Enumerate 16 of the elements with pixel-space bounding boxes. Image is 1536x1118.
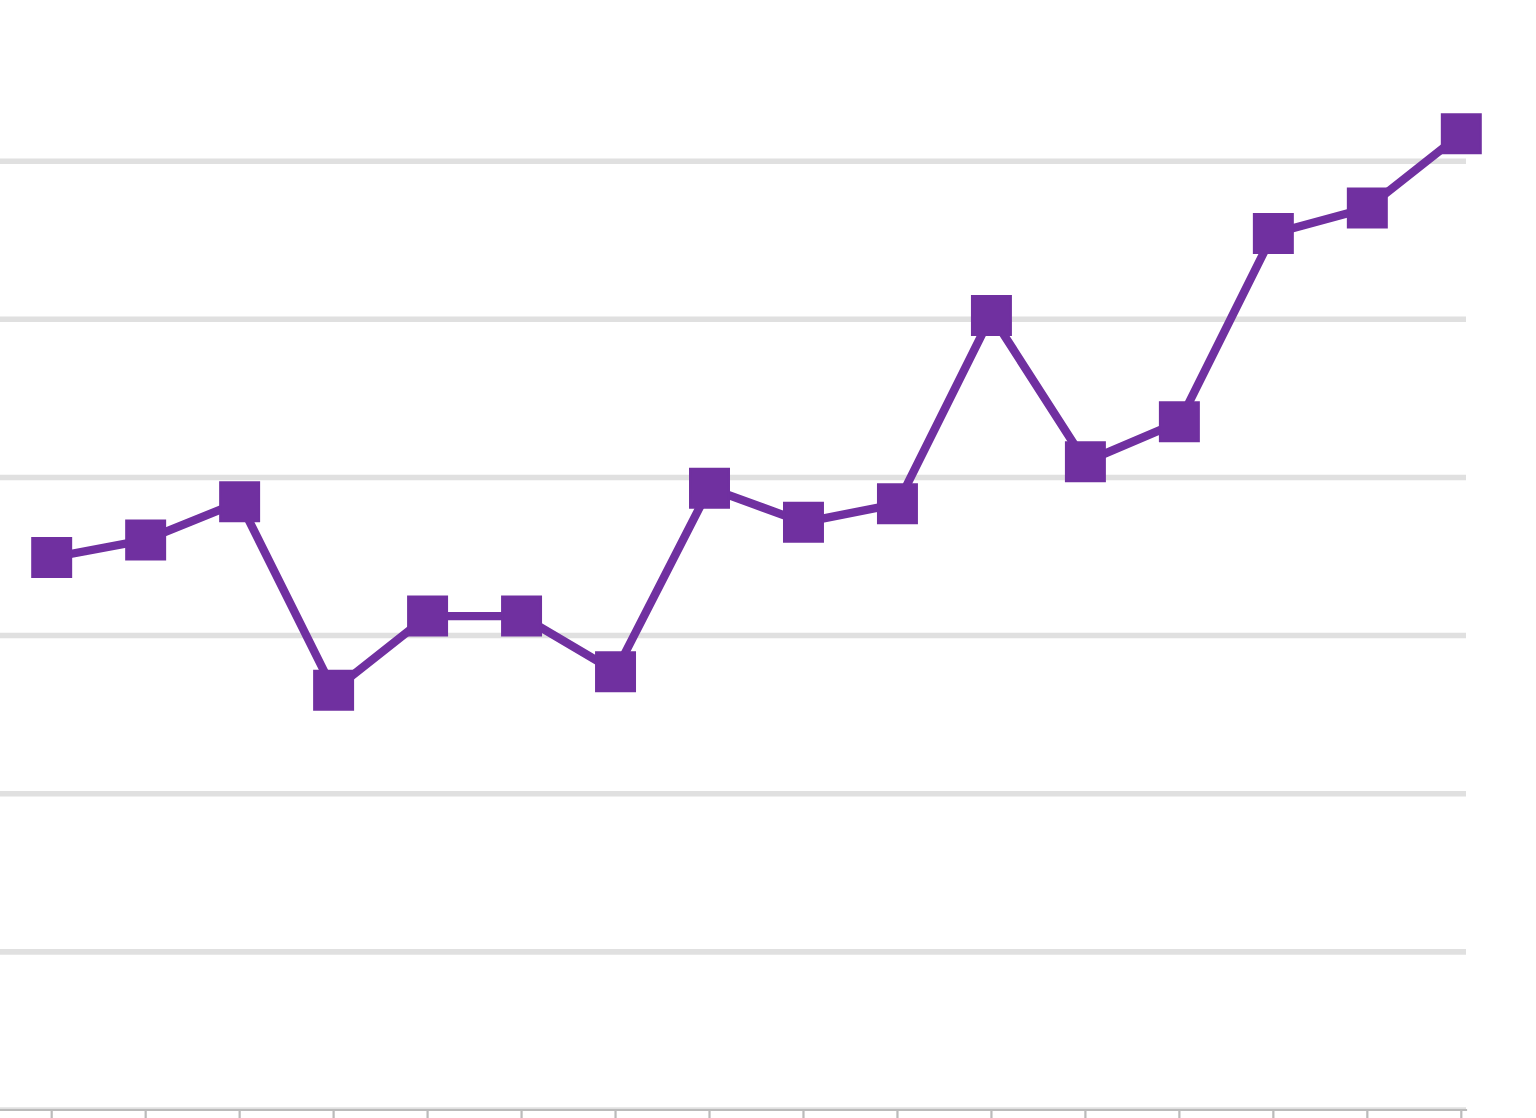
point <box>970 294 1012 336</box>
point <box>31 537 73 578</box>
point <box>501 595 543 637</box>
point <box>407 595 449 637</box>
point <box>1158 401 1200 443</box>
point <box>1064 441 1106 483</box>
point <box>783 501 824 543</box>
point <box>313 669 355 711</box>
point <box>1440 113 1482 155</box>
point <box>876 483 918 525</box>
point <box>689 467 730 509</box>
point <box>125 519 167 561</box>
point <box>219 481 261 523</box>
point <box>1346 187 1388 229</box>
point <box>1252 212 1294 254</box>
point <box>595 651 637 693</box>
